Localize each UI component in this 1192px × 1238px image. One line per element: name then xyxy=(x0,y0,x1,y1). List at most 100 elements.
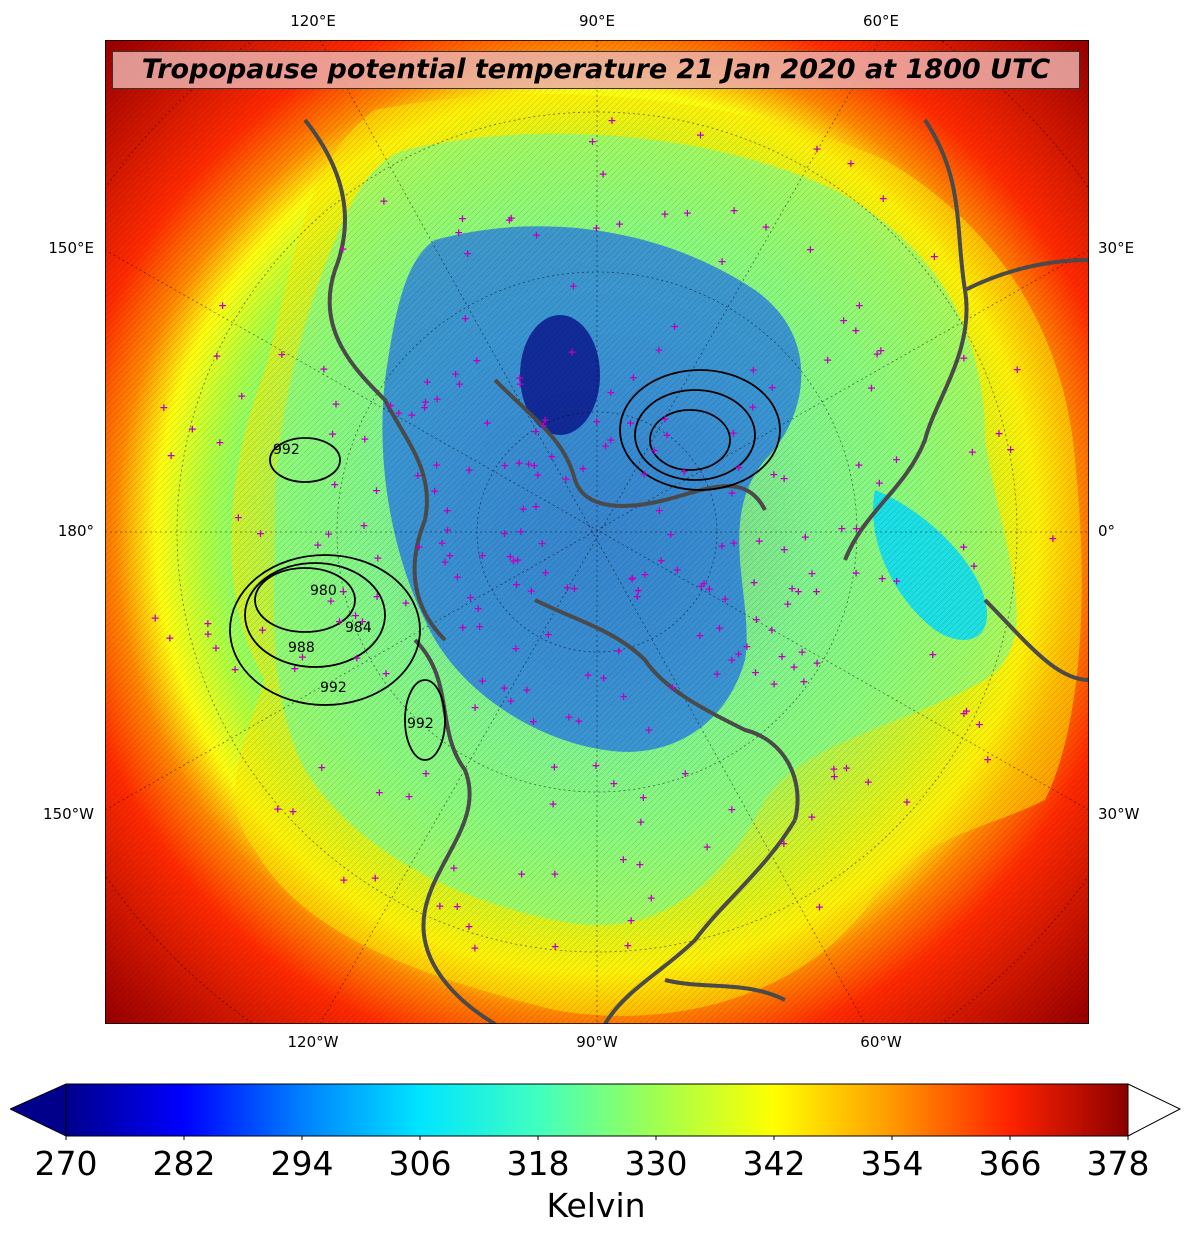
observation-marker: + xyxy=(609,777,618,790)
observation-marker: + xyxy=(273,803,282,816)
observation-marker: + xyxy=(578,462,587,475)
observation-marker: + xyxy=(730,204,739,217)
observation-marker: + xyxy=(445,549,454,562)
observation-marker: + xyxy=(713,667,722,680)
observation-marker: + xyxy=(666,528,675,541)
colorbar-tick-label: 354 xyxy=(860,1144,924,1183)
lon-label-top: 90°E xyxy=(578,12,616,30)
colorbar-tick-label: 378 xyxy=(1086,1144,1150,1183)
observation-marker: + xyxy=(466,591,475,604)
observation-marker: + xyxy=(218,299,227,312)
observation-marker: + xyxy=(660,207,669,220)
observation-marker: + xyxy=(330,478,339,491)
observation-marker: + xyxy=(673,563,682,576)
observation-marker: + xyxy=(807,567,816,580)
observation-marker: + xyxy=(516,525,525,538)
lon-label-bottom: 120°W xyxy=(287,1033,339,1051)
observation-marker: + xyxy=(789,661,798,674)
observation-marker: + xyxy=(453,571,462,584)
observation-marker: + xyxy=(438,537,447,550)
observation-marker: + xyxy=(768,381,777,394)
observation-marker: + xyxy=(830,770,839,783)
observation-marker: + xyxy=(769,468,778,481)
observation-marker: + xyxy=(288,805,297,818)
observation-marker: + xyxy=(846,157,855,170)
colorbar-tick-label: 306 xyxy=(388,1144,452,1183)
observation-marker: + xyxy=(815,901,824,914)
observation-marker: + xyxy=(729,427,738,440)
observation-marker: + xyxy=(360,432,369,445)
colorbar-unit: Kelvin xyxy=(546,1186,646,1225)
observation-marker: + xyxy=(655,504,664,517)
lon-label-right: 0° xyxy=(1098,522,1116,540)
colorbar-tick-label: 366 xyxy=(978,1144,1042,1183)
observation-marker: + xyxy=(623,939,632,952)
observation-marker: + xyxy=(788,582,797,595)
observation-marker: + xyxy=(277,348,286,361)
observation-marker: + xyxy=(298,650,307,663)
map-title: Tropopause potential temperature 21 Jan … xyxy=(112,51,1080,89)
observation-marker: + xyxy=(750,576,759,589)
observation-marker: + xyxy=(455,377,464,390)
observation-marker: + xyxy=(627,914,636,927)
observation-marker: + xyxy=(779,837,788,850)
observation-marker: + xyxy=(527,585,536,598)
observation-marker: + xyxy=(599,672,608,685)
colorbar-tick-label: 282 xyxy=(152,1144,216,1183)
lon-label-left: 180° xyxy=(57,522,94,540)
observation-marker: + xyxy=(470,942,479,955)
observation-marker: + xyxy=(1013,363,1022,376)
observation-marker: + xyxy=(382,667,391,680)
observation-marker: + xyxy=(680,465,689,478)
observation-marker: + xyxy=(607,114,616,127)
observation-marker: + xyxy=(705,583,714,596)
observation-marker: + xyxy=(717,540,726,553)
observation-marker: + xyxy=(500,682,509,695)
observation-marker: + xyxy=(371,872,380,885)
observation-marker: + xyxy=(755,535,764,548)
observation-marker: + xyxy=(211,641,220,654)
observation-marker: + xyxy=(519,503,528,516)
observation-marker: + xyxy=(420,401,429,414)
observation-marker: + xyxy=(533,468,542,481)
observation-marker: + xyxy=(500,527,509,540)
observation-marker: + xyxy=(928,648,937,661)
observation-marker: + xyxy=(703,840,712,853)
observation-marker: + xyxy=(433,392,442,405)
observation-marker: + xyxy=(734,461,743,474)
isobar-label: 980 xyxy=(310,583,337,599)
observation-markers: + + + + + + + + + + + + + + + + + + + + + + + + + + + + + + + + + + + + + + + +… xyxy=(151,114,1058,955)
observation-marker: + xyxy=(506,695,515,708)
observation-marker: + xyxy=(606,386,615,399)
observation-marker: + xyxy=(549,798,558,811)
observation-marker: + xyxy=(435,900,444,913)
observation-marker: + xyxy=(351,609,360,622)
observation-marker: + xyxy=(588,135,597,148)
observation-marker: + xyxy=(777,650,786,663)
observation-marker: + xyxy=(615,217,624,230)
observation-marker: + xyxy=(472,354,481,367)
observation-marker: + xyxy=(864,776,873,789)
observation-marker: + xyxy=(570,582,579,595)
observation-marker: + xyxy=(483,417,492,430)
observation-marker: + xyxy=(994,427,1003,440)
observation-marker: + xyxy=(463,247,472,260)
observation-marker: + xyxy=(529,715,538,728)
observation-marker: + xyxy=(328,427,337,440)
observation-marker: + xyxy=(561,473,570,486)
colorbar-graphic xyxy=(8,1083,1182,1142)
lon-label-left: 150°W xyxy=(43,805,94,823)
lon-label-right: 30°W xyxy=(1098,805,1140,823)
observation-marker: + xyxy=(734,647,743,660)
observation-marker: + xyxy=(780,472,789,485)
observation-marker: + xyxy=(591,759,600,772)
observation-marker: + xyxy=(683,206,692,219)
observation-marker: + xyxy=(806,243,815,256)
observation-marker: + xyxy=(634,584,643,597)
observation-marker: + xyxy=(626,417,635,430)
observation-marker: + xyxy=(568,346,577,359)
observation-marker: + xyxy=(829,763,838,776)
mslp-contours xyxy=(229,369,781,761)
observation-marker: + xyxy=(478,549,487,562)
observation-marker: + xyxy=(574,714,583,727)
